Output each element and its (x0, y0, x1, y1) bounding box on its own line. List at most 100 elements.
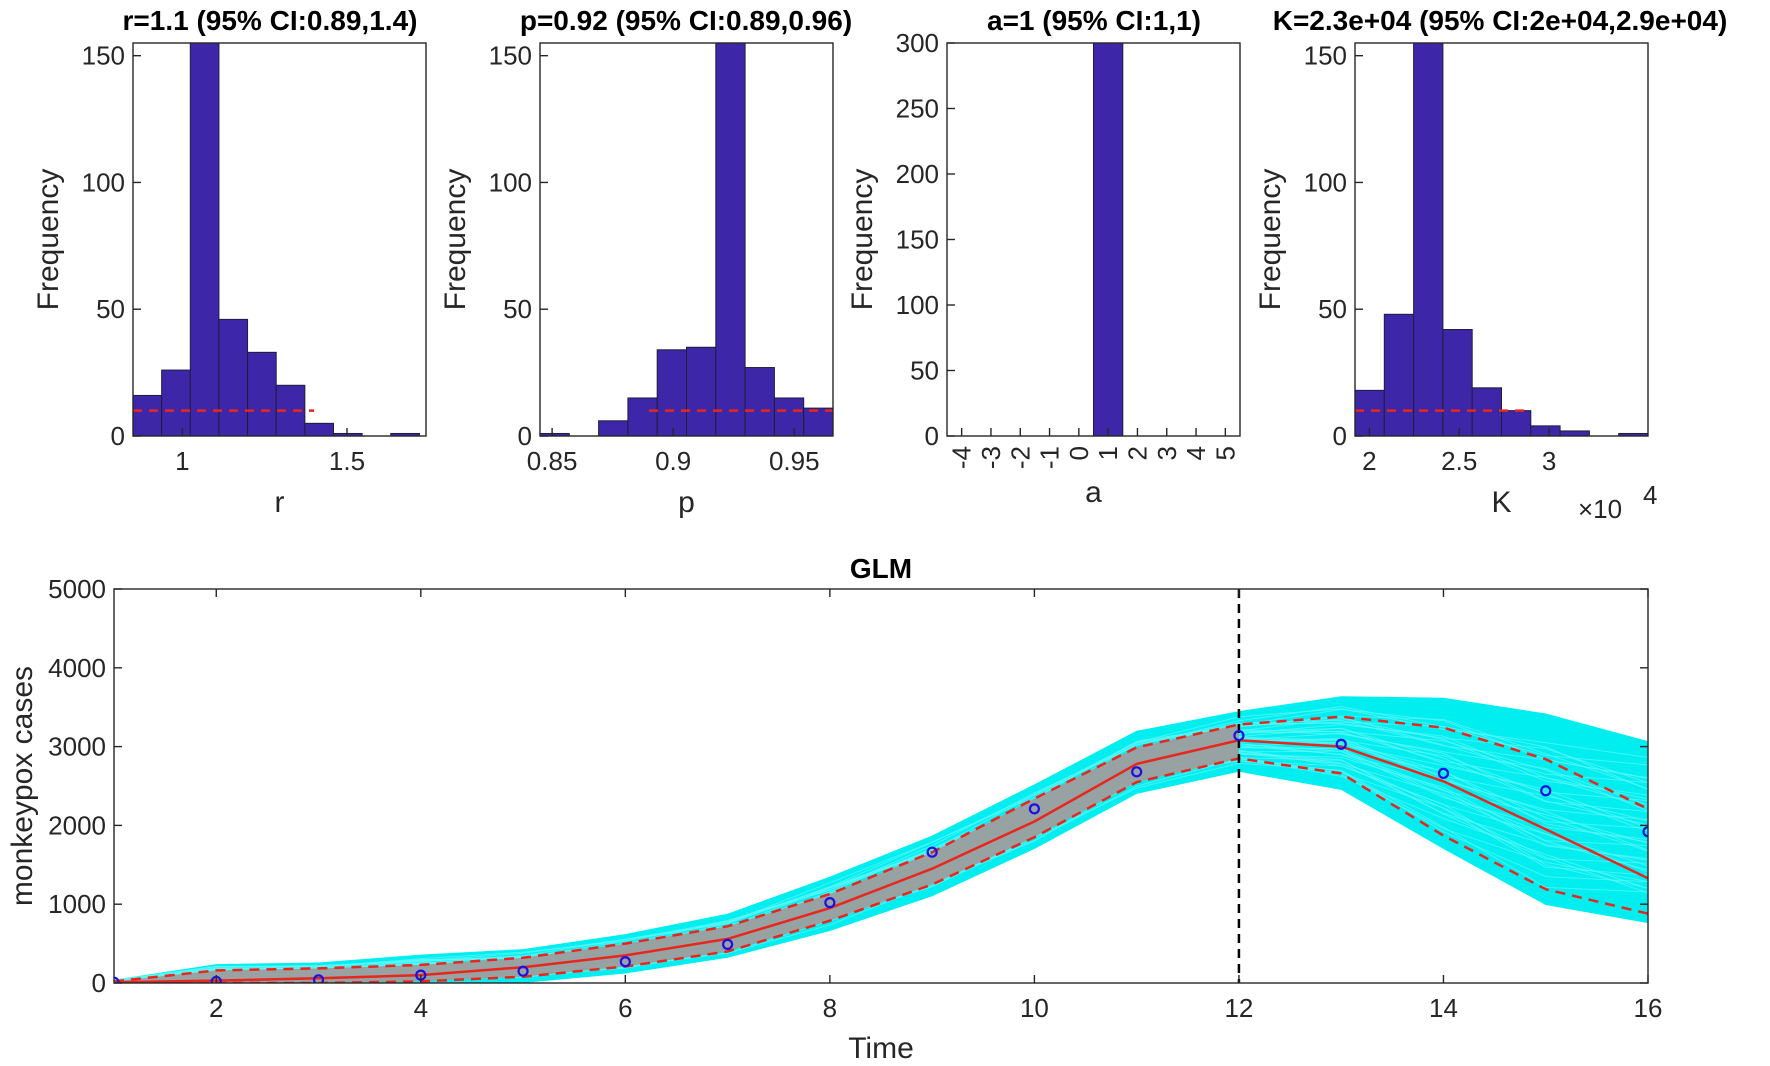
x-tick-label: 2 (1122, 446, 1152, 460)
x-tick-label: 2 (1362, 446, 1376, 476)
histogram-bar (218, 318, 249, 436)
observed-data-point (114, 976, 120, 983)
y-tick-label: 1000 (48, 889, 106, 919)
x-tick-label: 16 (1634, 993, 1663, 1023)
median-line (114, 739, 1648, 983)
y-axis-label: Frequency (32, 169, 65, 311)
observed-data-point (721, 938, 734, 950)
histogram-bar (304, 422, 334, 436)
plot-area (1355, 43, 1648, 436)
ensemble-trajectory (114, 708, 1648, 981)
observed-data-point (1642, 826, 1648, 838)
y-axis-label: Frequency (846, 169, 879, 311)
y-axis-label: monkeypox cases (6, 666, 39, 906)
lower-bound-line (114, 757, 1648, 983)
histogram-bar (686, 346, 717, 436)
x-axis-label: p (678, 486, 695, 519)
y-tick-label: 50 (503, 294, 532, 324)
histogram-bar (1530, 425, 1561, 436)
x-exponent-label: ×10 (1578, 494, 1622, 524)
plot-area (1093, 43, 1124, 436)
y-tick-label: 150 (489, 41, 532, 71)
chart-title: K=2.3e+04 (95% CI:2e+04,2.9e+04) (1273, 5, 1728, 36)
observed-data-point (517, 965, 529, 977)
x-tick-label: 2 (209, 993, 223, 1023)
histogram-bar (656, 349, 688, 436)
observed-data-point (1540, 785, 1552, 797)
y-tick-label: 50 (910, 356, 939, 386)
x-tick-label: 0.9 (655, 446, 691, 476)
x-tick-label: 1 (175, 446, 189, 476)
x-tick-label: 0.95 (769, 446, 820, 476)
histogram-bar (1501, 410, 1532, 436)
y-tick-label: 150 (82, 41, 125, 71)
observed-data-point (1028, 803, 1041, 815)
observed-data-point (1233, 729, 1245, 742)
observed-data-point (926, 846, 938, 858)
ensemble-trajectory (114, 705, 1648, 981)
x-tick-label: 12 (1224, 993, 1253, 1023)
y-tick-label: 200 (896, 159, 939, 189)
histogram-bar (1442, 329, 1473, 436)
chart-title: p=0.92 (95% CI:0.89,0.96) (520, 5, 852, 36)
x-tick-label: 3 (1542, 446, 1556, 476)
x-tick-label: 0 (1064, 446, 1094, 460)
y-axis-label: Frequency (1254, 169, 1287, 311)
histogram-bar (715, 43, 746, 436)
histogram-bar (1413, 43, 1444, 436)
y-tick-label: 0 (1333, 421, 1347, 451)
confidence-band (114, 724, 1239, 983)
y-tick-label: 0 (925, 421, 939, 451)
x-tick-label: -1 (1035, 446, 1065, 469)
observed-data-point (1437, 767, 1450, 779)
x-tick-label: 0.85 (527, 446, 578, 476)
histogram-bar (247, 351, 277, 436)
x-tick-label: -2 (1005, 446, 1035, 469)
observed-data-point (312, 974, 325, 983)
histogram-bar (1383, 313, 1415, 436)
histogram-bar (1559, 430, 1590, 436)
x-tick-label: 4 (414, 993, 428, 1023)
plot-area (133, 43, 420, 436)
y-tick-label: 150 (1304, 41, 1347, 71)
histogram-bar (133, 394, 163, 436)
observed-data-point (619, 956, 631, 968)
x-tick-label: 14 (1429, 993, 1458, 1023)
upper-bound-line (114, 715, 1648, 983)
histogram-bar (189, 43, 220, 436)
histogram-bar (598, 420, 629, 436)
x-exponent-power: 4 (1643, 480, 1657, 510)
histogram-bar (803, 407, 833, 436)
x-tick-label: 5 (1210, 446, 1240, 460)
y-axis-label: Frequency (439, 169, 472, 311)
x-tick-label: 8 (823, 993, 837, 1023)
histogram-bar (744, 367, 775, 436)
y-tick-label: 100 (82, 167, 125, 197)
plot-area (540, 43, 833, 436)
y-tick-label: 100 (896, 290, 939, 320)
y-tick-label: 2000 (48, 810, 106, 840)
histogram-r-panel: 0 50 100 150 1 1.5 r=1.1 (95% CI:0.89,1.4) r Fre… (32, 5, 427, 519)
x-tick-label: 4 (1181, 446, 1211, 460)
x-tick-label: -3 (976, 446, 1006, 469)
observed-data-point (1131, 766, 1143, 778)
histogram-bar (773, 397, 805, 436)
y-tick-label: 50 (1318, 294, 1347, 324)
histogram-bar (1093, 43, 1124, 436)
x-tick-label: 1 (1093, 446, 1123, 460)
y-tick-label: 5000 (48, 574, 106, 604)
histogram-bar (1471, 387, 1502, 436)
chart-title: r=1.1 (95% CI:0.89,1.4) (123, 5, 418, 36)
ensemble-envelope (114, 696, 1648, 983)
x-tick-label: 2.5 (1441, 446, 1477, 476)
y-tick-label: 100 (1304, 167, 1347, 197)
y-tick-label: 150 (896, 225, 939, 255)
observed-data-point (1335, 738, 1347, 750)
histogram-bar (161, 369, 191, 436)
axes-frame (113, 588, 1649, 984)
y-tick-label: 0 (92, 968, 106, 998)
axes-frame (539, 42, 834, 437)
y-tick-label: 0 (518, 421, 532, 451)
